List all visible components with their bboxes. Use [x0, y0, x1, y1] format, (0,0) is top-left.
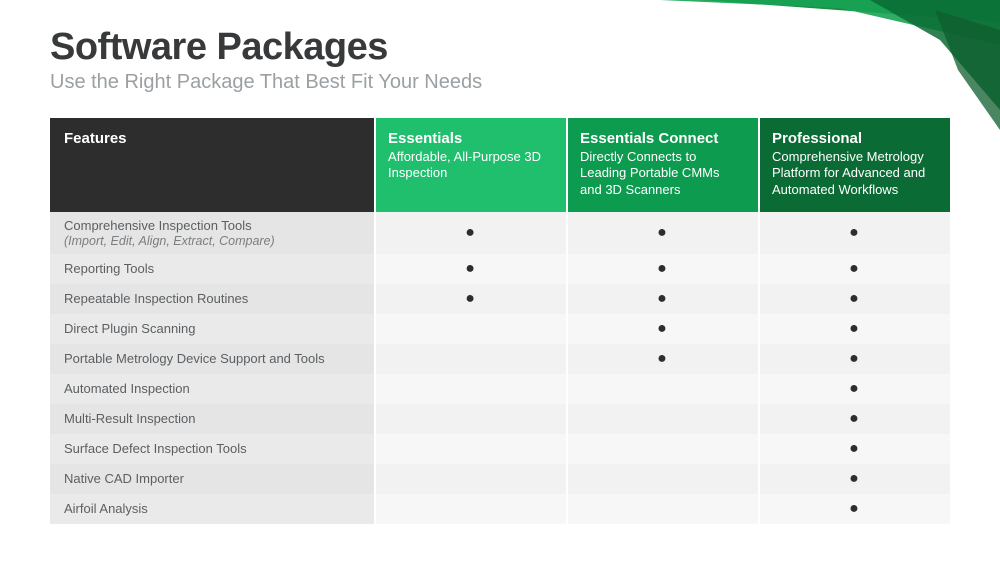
feature-label-cell: Airfoil Analysis — [50, 494, 374, 524]
included-dot-icon: ● — [465, 260, 475, 278]
included-dot-icon: ● — [849, 440, 859, 458]
table-row: Airfoil Analysis ● — [50, 494, 950, 524]
package-header-essentials-connect: Essentials Connect Directly Connects to … — [566, 118, 758, 212]
feature-value-cell: ● — [374, 254, 566, 284]
feature-value-cell: ● — [758, 434, 950, 464]
table-row: Surface Defect Inspection Tools ● — [50, 434, 950, 464]
table-row: Portable Metrology Device Support and To… — [50, 344, 950, 374]
feature-value-cell — [374, 344, 566, 374]
table-row: Automated Inspection ● — [50, 374, 950, 404]
table-row: Native CAD Importer ● — [50, 464, 950, 494]
table-row: Direct Plugin Scanning ● ● — [50, 314, 950, 344]
feature-value-cell — [566, 404, 758, 434]
feature-value-cell: ● — [758, 212, 950, 254]
included-dot-icon: ● — [849, 500, 859, 518]
package-name: Professional — [772, 130, 936, 147]
feature-value-cell — [566, 374, 758, 404]
included-dot-icon: ● — [465, 290, 475, 308]
feature-value-cell — [374, 494, 566, 524]
feature-value-cell: ● — [758, 284, 950, 314]
feature-label-cell: Native CAD Importer — [50, 464, 374, 494]
feature-label: Direct Plugin Scanning — [64, 321, 196, 336]
feature-label: Repeatable Inspection Routines — [64, 291, 248, 306]
feature-value-cell: ● — [758, 344, 950, 374]
included-dot-icon: ● — [849, 470, 859, 488]
feature-value-cell: ● — [758, 374, 950, 404]
included-dot-icon: ● — [849, 410, 859, 428]
feature-value-cell: ● — [758, 254, 950, 284]
feature-label-cell: Reporting Tools — [50, 254, 374, 284]
feature-value-cell: ● — [566, 254, 758, 284]
included-dot-icon: ● — [849, 260, 859, 278]
package-name: Essentials Connect — [580, 130, 744, 147]
feature-label: Native CAD Importer — [64, 471, 184, 486]
feature-label: Airfoil Analysis — [64, 501, 148, 516]
table-row: Repeatable Inspection Routines ● ● ● — [50, 284, 950, 314]
included-dot-icon: ● — [849, 320, 859, 338]
feature-value-cell: ● — [758, 314, 950, 344]
feature-value-cell: ● — [566, 284, 758, 314]
feature-value-cell — [374, 374, 566, 404]
feature-value-cell: ● — [758, 494, 950, 524]
feature-value-cell — [566, 434, 758, 464]
package-header-essentials: Essentials Affordable, All-Purpose 3D In… — [374, 118, 566, 212]
feature-value-cell — [374, 464, 566, 494]
feature-label-cell: Direct Plugin Scanning — [50, 314, 374, 344]
feature-label: Comprehensive Inspection Tools — [64, 218, 252, 233]
included-dot-icon: ● — [657, 350, 667, 368]
feature-value-cell: ● — [566, 314, 758, 344]
package-desc: Directly Connects to Leading Portable CM… — [580, 149, 744, 198]
feature-label-cell: Portable Metrology Device Support and To… — [50, 344, 374, 374]
included-dot-icon: ● — [657, 260, 667, 278]
included-dot-icon: ● — [849, 224, 859, 242]
package-header-professional: Professional Comprehensive Metrology Pla… — [758, 118, 950, 212]
included-dot-icon: ● — [849, 380, 859, 398]
feature-value-cell — [374, 314, 566, 344]
table-row: Reporting Tools ● ● ● — [50, 254, 950, 284]
package-desc: Comprehensive Metrology Platform for Adv… — [772, 149, 936, 198]
included-dot-icon: ● — [849, 290, 859, 308]
feature-sublabel: (Import, Edit, Align, Extract, Compare) — [64, 234, 360, 248]
feature-value-cell — [374, 434, 566, 464]
table-row: Comprehensive Inspection Tools(Import, E… — [50, 212, 950, 254]
included-dot-icon: ● — [657, 224, 667, 242]
package-name: Essentials — [388, 130, 552, 147]
feature-label-cell: Comprehensive Inspection Tools(Import, E… — [50, 212, 374, 254]
table-body: Comprehensive Inspection Tools(Import, E… — [50, 212, 950, 524]
feature-label: Multi-Result Inspection — [64, 411, 196, 426]
feature-value-cell — [566, 494, 758, 524]
feature-value-cell: ● — [374, 284, 566, 314]
comparison-table-wrap: Features Essentials Affordable, All-Purp… — [0, 104, 1000, 524]
feature-label: Portable Metrology Device Support and To… — [64, 351, 325, 366]
table-row: Multi-Result Inspection ● — [50, 404, 950, 434]
table-header-row: Features Essentials Affordable, All-Purp… — [50, 118, 950, 212]
feature-value-cell: ● — [758, 464, 950, 494]
included-dot-icon: ● — [657, 290, 667, 308]
feature-label-cell: Repeatable Inspection Routines — [50, 284, 374, 314]
feature-label-cell: Automated Inspection — [50, 374, 374, 404]
included-dot-icon: ● — [657, 320, 667, 338]
features-header: Features — [50, 118, 374, 212]
feature-label-cell: Surface Defect Inspection Tools — [50, 434, 374, 464]
feature-value-cell: ● — [566, 212, 758, 254]
page-subtitle: Use the Right Package That Best Fit Your… — [50, 71, 950, 94]
included-dot-icon: ● — [849, 350, 859, 368]
feature-value-cell: ● — [374, 212, 566, 254]
feature-value-cell — [566, 464, 758, 494]
feature-label: Reporting Tools — [64, 261, 154, 276]
included-dot-icon: ● — [465, 224, 475, 242]
feature-value-cell — [374, 404, 566, 434]
feature-label: Surface Defect Inspection Tools — [64, 441, 247, 456]
feature-label-cell: Multi-Result Inspection — [50, 404, 374, 434]
header: Software Packages Use the Right Package … — [0, 0, 1000, 104]
feature-value-cell: ● — [566, 344, 758, 374]
feature-label: Automated Inspection — [64, 381, 190, 396]
package-desc: Affordable, All-Purpose 3D Inspection — [388, 149, 552, 182]
feature-value-cell: ● — [758, 404, 950, 434]
page-title: Software Packages — [50, 26, 950, 69]
comparison-table: Features Essentials Affordable, All-Purp… — [50, 118, 950, 524]
